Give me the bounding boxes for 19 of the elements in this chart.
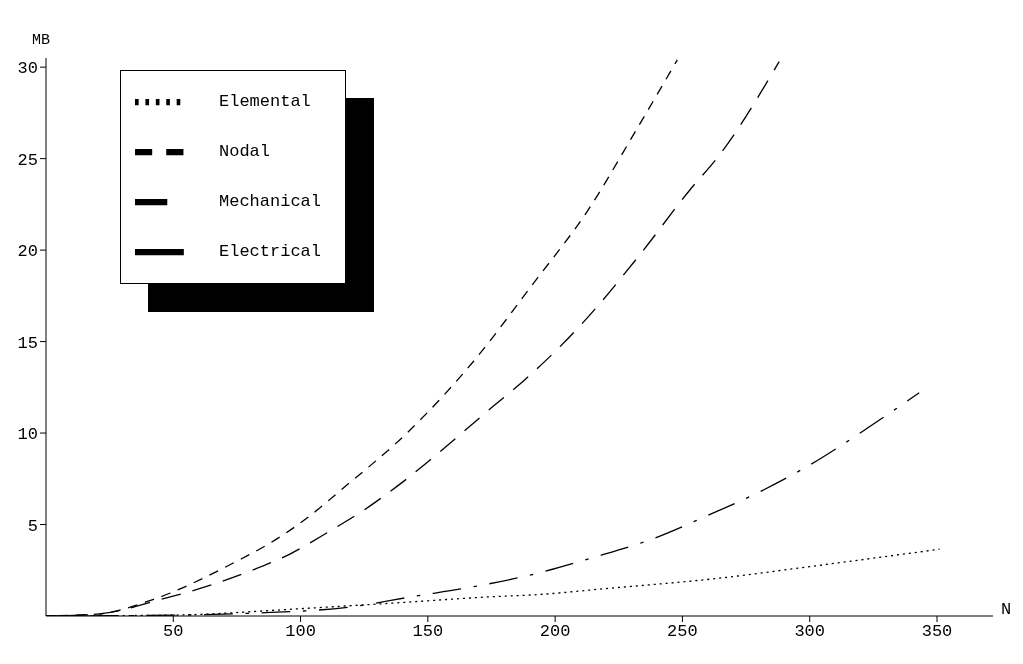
x-tick-label: 50 xyxy=(163,622,184,642)
x-tick-label: 100 xyxy=(285,622,316,642)
legend-label: Elemental xyxy=(219,92,311,112)
legend-label: Electrical xyxy=(219,242,322,262)
x-tick-label: 300 xyxy=(794,622,826,642)
y-tick-label: 20 xyxy=(17,242,38,262)
y-tick-label: 5 xyxy=(27,516,38,536)
y-tick-label: 15 xyxy=(17,333,38,353)
x-axis-title: N xyxy=(1001,600,1012,619)
x-tick-label: 250 xyxy=(667,622,698,642)
x-tick-label: 350 xyxy=(921,622,953,642)
y-tick-label: 30 xyxy=(17,59,38,79)
legend-label: Mechanical xyxy=(219,192,322,212)
y-axis-title: MB xyxy=(32,32,51,49)
y-tick-label: 25 xyxy=(17,150,38,170)
x-tick-label: 200 xyxy=(539,622,571,642)
y-tick-label: 10 xyxy=(17,425,38,445)
x-tick-label: 150 xyxy=(412,622,444,642)
legend-label: Nodal xyxy=(219,142,271,162)
